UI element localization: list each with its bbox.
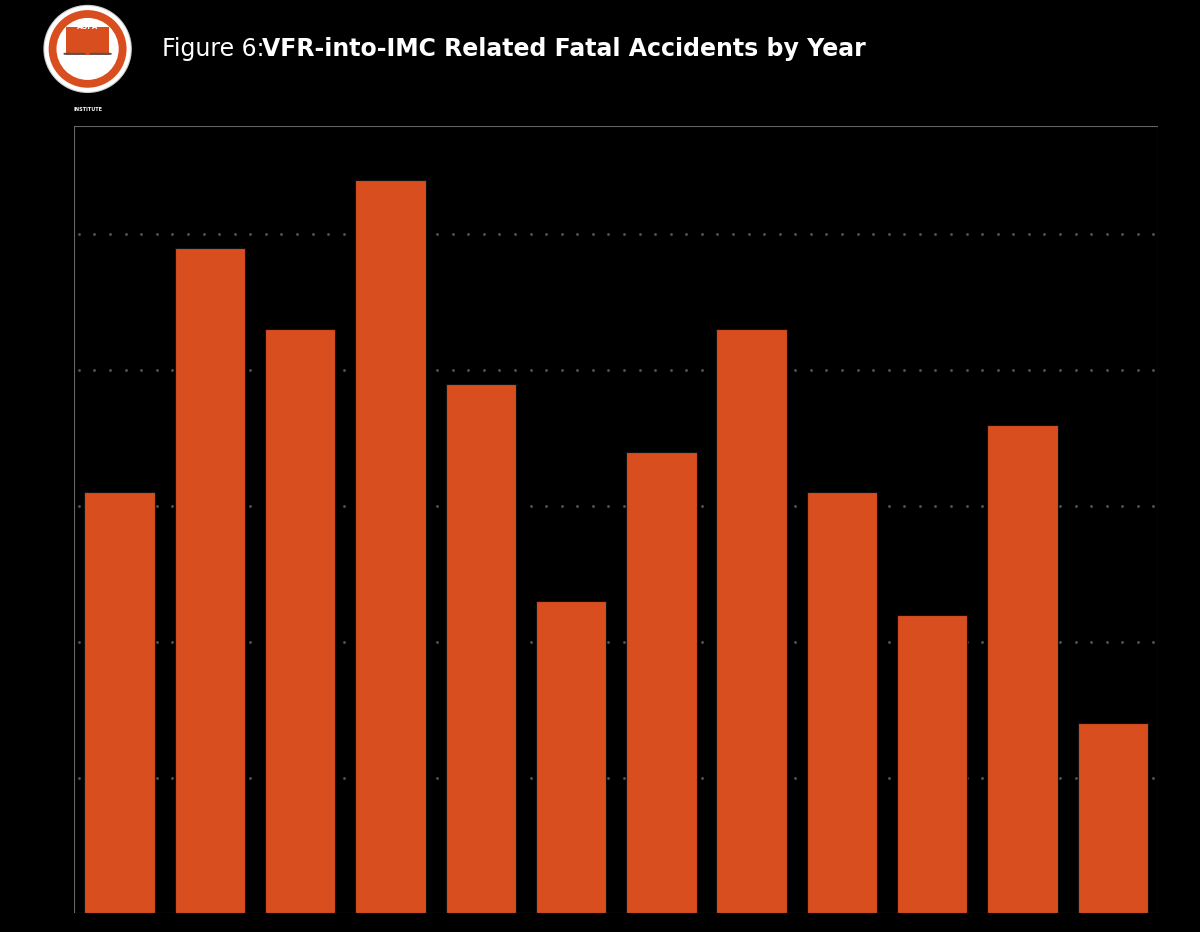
Bar (265, 330, 335, 913)
Bar (84, 492, 155, 913)
Bar (898, 614, 967, 913)
Ellipse shape (44, 6, 131, 92)
Bar (716, 330, 787, 913)
Bar (445, 384, 516, 913)
FancyBboxPatch shape (66, 27, 109, 55)
Bar (1078, 723, 1148, 913)
Text: Figure 6:: Figure 6: (162, 37, 264, 61)
Text: VFR-into-IMC Related Fatal Accidents by Year: VFR-into-IMC Related Fatal Accidents by … (262, 37, 865, 61)
Text: INSTITUTE: INSTITUTE (73, 107, 102, 112)
Bar (806, 492, 877, 913)
Ellipse shape (56, 18, 119, 80)
Bar (175, 248, 245, 913)
Bar (355, 180, 426, 913)
Text: AOPA: AOPA (77, 24, 98, 31)
Bar (988, 425, 1057, 913)
Bar (536, 601, 606, 913)
Bar (626, 452, 696, 913)
